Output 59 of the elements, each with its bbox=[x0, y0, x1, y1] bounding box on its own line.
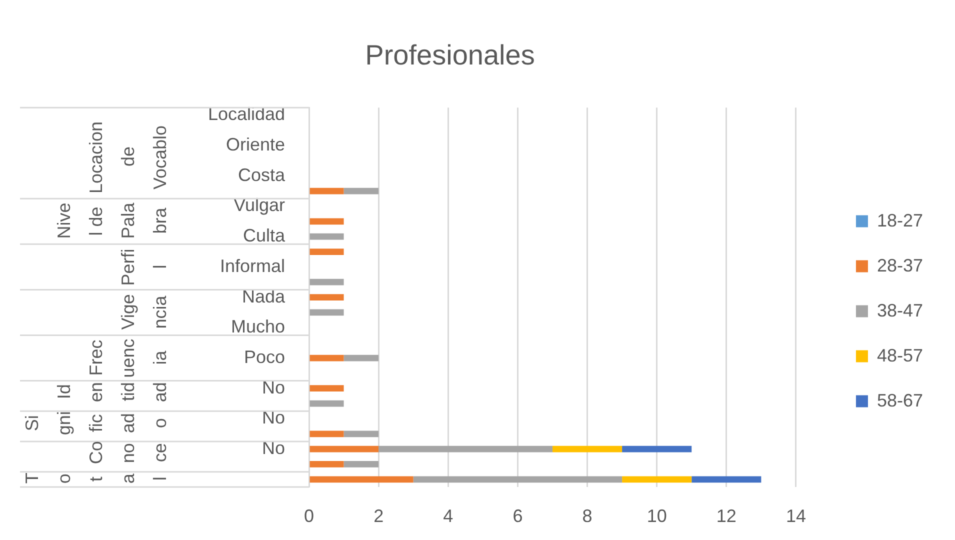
bar bbox=[413, 476, 622, 483]
x-tick-label: 0 bbox=[304, 506, 314, 526]
bar bbox=[552, 446, 622, 452]
bar bbox=[310, 294, 344, 300]
legend-label: 38-47 bbox=[876, 300, 924, 320]
legend-label: 28-37 bbox=[876, 255, 924, 276]
legend-label: 48-57 bbox=[876, 345, 924, 366]
bar bbox=[310, 430, 344, 438]
y-tick-label: No bbox=[262, 438, 285, 458]
y-tick-label: Informal bbox=[220, 256, 285, 276]
bar bbox=[310, 218, 344, 225]
bar bbox=[310, 354, 344, 362]
y2-tick-label: Vigencia bbox=[117, 294, 171, 332]
bar bbox=[622, 446, 692, 452]
y-tick-label: Costa bbox=[238, 164, 286, 185]
bar bbox=[310, 278, 344, 286]
bar bbox=[344, 461, 379, 468]
legend-label: 58-67 bbox=[876, 390, 924, 410]
y-tick-label: Localidad bbox=[208, 104, 285, 124]
y-tick-label: No bbox=[262, 408, 285, 428]
y-tick-label: No bbox=[262, 377, 285, 398]
y-tick-label: Nada bbox=[242, 286, 286, 306]
y2-tick-label: Total bbox=[21, 472, 171, 484]
bar bbox=[310, 248, 344, 255]
x-tick-label: 6 bbox=[512, 506, 523, 526]
y-tick-label: Vulgar bbox=[234, 195, 285, 216]
bar bbox=[310, 385, 344, 392]
y2-tick-label: Frecuencia bbox=[85, 338, 171, 378]
x-tick-label: 14 bbox=[786, 506, 806, 526]
bar bbox=[344, 188, 379, 194]
bar bbox=[622, 476, 692, 483]
bar bbox=[310, 309, 344, 316]
legend-label: 18-27 bbox=[876, 210, 924, 230]
bar bbox=[692, 476, 762, 483]
bar bbox=[310, 400, 344, 407]
y-tick-label: Oriente bbox=[226, 134, 285, 155]
x-tick-label: 2 bbox=[374, 506, 384, 526]
bar bbox=[344, 354, 379, 362]
y2-tick-label: Identidad bbox=[53, 381, 171, 404]
bar bbox=[344, 430, 379, 438]
y2-tick-label: Locacion de Vocablo bbox=[85, 120, 171, 195]
bar bbox=[310, 446, 379, 452]
y2-tick-label: Significado bbox=[21, 410, 171, 435]
x-tick-label: 10 bbox=[646, 506, 667, 526]
x-tick-label: 4 bbox=[443, 506, 454, 526]
y2-tick-label: Perfil bbox=[117, 247, 171, 287]
bar bbox=[378, 446, 552, 452]
y-tick-label: Culta bbox=[242, 226, 286, 246]
x-tick-label: 12 bbox=[716, 506, 736, 526]
bar bbox=[310, 476, 414, 483]
y2-tick-label: Conoce bbox=[85, 440, 171, 466]
y-tick-label: Poco bbox=[244, 346, 285, 367]
bar bbox=[310, 461, 344, 468]
bar bbox=[310, 188, 344, 194]
chart-title: Profesionales bbox=[365, 40, 535, 71]
bar bbox=[310, 233, 344, 240]
y2-tick-label: Nivel de Palabra bbox=[53, 202, 171, 242]
y-tick-label: Mucho bbox=[230, 316, 285, 337]
x-tick-label: 8 bbox=[582, 506, 592, 526]
